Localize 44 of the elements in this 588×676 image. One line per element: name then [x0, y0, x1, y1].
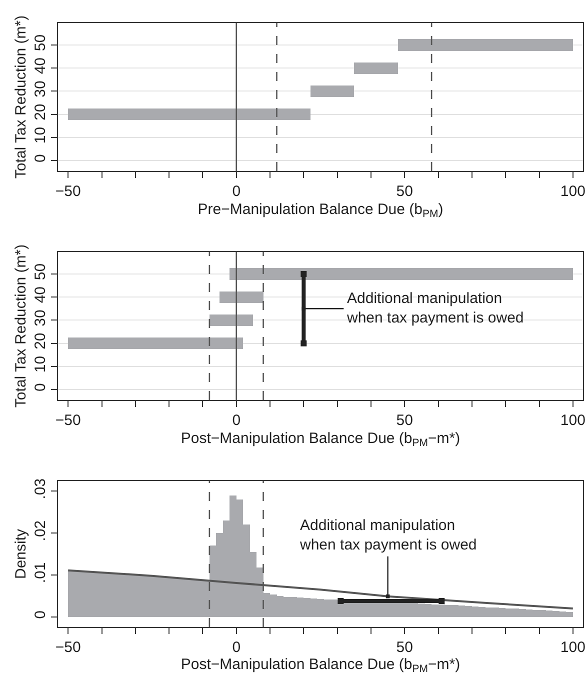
x-axis-title: Pre−Manipulation Balance Due (b$_{PM}$): [198, 201, 444, 220]
annotation: Additional manipulation when tax payment is owed: [346, 290, 524, 326]
x-tick-label: 50: [396, 639, 413, 656]
y-tick-label: 40: [32, 57, 49, 74]
y-tick-label: .02: [32, 520, 49, 542]
y-tick-label: .01: [32, 562, 49, 584]
y-tick-label: 40: [32, 286, 49, 304]
y-tick-label: .03: [32, 478, 49, 500]
x-tick-label: −50: [55, 412, 81, 429]
y-tick-label: 20: [32, 104, 49, 120]
annotation: Additional manipulation when tax payment is owed: [299, 517, 477, 554]
y-tick-label: 30: [32, 310, 49, 326]
y-axis-title: Total Tax Reduction (m*): [12, 244, 30, 408]
x-tick-label: −50: [55, 183, 81, 200]
y-tick-label: 30: [32, 80, 49, 98]
y-tick-label: 50: [32, 34, 49, 52]
y-axis-title: Density: [12, 528, 30, 580]
y-tick-label: 10: [32, 356, 49, 373]
y-tick-label: 0: [32, 610, 49, 619]
bar: [398, 39, 573, 51]
x-tick-label: 0: [232, 183, 241, 200]
x-axis-title: Post−Manipulation Balance Due (b$_{PM}$−m*): [180, 430, 460, 450]
bar: [68, 108, 310, 120]
x-tick-label: 0: [232, 639, 241, 656]
bar: [354, 62, 398, 74]
x-tick-label: 0: [232, 412, 241, 429]
bar: [220, 291, 264, 303]
y-tick-label: 0: [32, 383, 49, 392]
x-tick-label: 100: [560, 183, 586, 200]
bar: [209, 314, 254, 326]
x-tick-label: 50: [396, 412, 413, 429]
y-tick-label: 20: [32, 332, 49, 350]
x-tick-label: −50: [55, 639, 81, 656]
bar: [310, 85, 354, 97]
x-axis-title: Post−Manipulation Balance Due (b$_{PM}$−m*): [180, 656, 460, 675]
x-tick-label: 100: [560, 639, 586, 656]
bar: [230, 268, 573, 280]
x-tick-label: 100: [560, 412, 586, 429]
bar: [68, 338, 244, 350]
y-axis-title: Total Tax Reduction (m*): [12, 15, 30, 179]
y-tick-label: 0: [32, 154, 49, 163]
y-tick-label: 10: [32, 126, 49, 144]
y-tick-label: 50: [32, 263, 49, 280]
x-tick-label: 50: [396, 183, 413, 200]
